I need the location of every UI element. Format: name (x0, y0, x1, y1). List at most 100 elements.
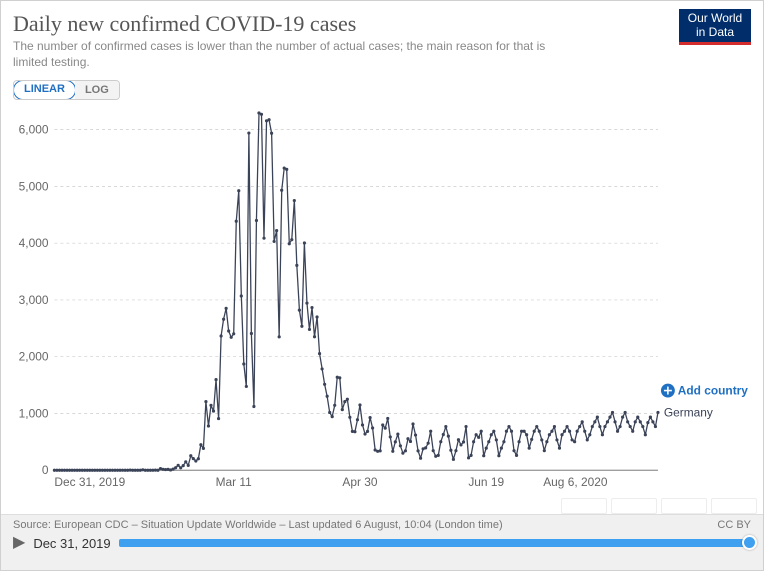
series-line-germany[interactable] (54, 113, 658, 470)
series-point (616, 430, 619, 433)
series-point (601, 433, 604, 436)
series-point (558, 447, 561, 450)
series-point (255, 219, 258, 222)
series-point (247, 131, 250, 134)
series-point (437, 454, 440, 457)
series-point (651, 420, 654, 423)
series-point (447, 435, 450, 438)
series-point (646, 421, 649, 424)
series-label-germany[interactable]: Germany (664, 405, 713, 419)
series-point (631, 430, 634, 433)
series-point (470, 454, 473, 457)
series-point (386, 417, 389, 420)
series-point (507, 425, 510, 428)
series-point (515, 454, 518, 457)
series-point (510, 430, 513, 433)
y-tick-label: 4,000 (19, 236, 49, 250)
y-tick-label: 1,000 (19, 406, 49, 420)
series-point (381, 423, 384, 426)
series-point (593, 420, 596, 423)
add-country-label[interactable]: Add country (678, 384, 748, 398)
license-text[interactable]: CC BY (717, 519, 751, 531)
series-point (338, 376, 341, 379)
y-tick-label: 3,000 (19, 293, 49, 307)
series-point (245, 385, 248, 388)
series-point (411, 422, 414, 425)
series-point (293, 199, 296, 202)
play-icon[interactable]: ▶ (13, 535, 25, 551)
series-point (273, 240, 276, 243)
series-point (429, 430, 432, 433)
series-point (396, 432, 399, 435)
series-point (222, 318, 225, 321)
series-point (399, 444, 402, 447)
series-point (348, 416, 351, 419)
timeline-handle[interactable] (742, 535, 757, 550)
chart-footer: Source: European CDC – Situation Update … (1, 514, 763, 570)
series-point (540, 438, 543, 441)
series-point (490, 433, 493, 436)
series-point (624, 411, 627, 414)
series-point (535, 425, 538, 428)
series-point (634, 420, 637, 423)
series-point (512, 449, 515, 452)
series-point (409, 440, 412, 443)
series-point (565, 425, 568, 428)
y-tick-label: 0 (42, 463, 49, 477)
series-point (459, 443, 462, 446)
timeline-start-date: Dec 31, 2019 (33, 536, 110, 551)
series-point (591, 425, 594, 428)
chart-title: Daily new confirmed COVID-19 cases (13, 11, 751, 37)
series-point (495, 438, 498, 441)
series-point (321, 367, 324, 370)
series-point (278, 335, 281, 338)
y-tick-label: 6,000 (19, 123, 49, 137)
series-point (578, 425, 581, 428)
series-point (318, 352, 321, 355)
series-point (237, 189, 240, 192)
add-country-button[interactable]: Add country (661, 384, 748, 398)
faint-tab-shadow (561, 498, 757, 514)
series-point (464, 425, 467, 428)
chart-svg: 01,0002,0003,0004,0005,0006,000Dec 31, 2… (1, 97, 763, 504)
series-point (212, 410, 215, 413)
series-point (401, 452, 404, 455)
series-point (252, 405, 255, 408)
series-point (550, 430, 553, 433)
series-point (184, 460, 187, 463)
series-point (194, 459, 197, 462)
series-point (363, 432, 366, 435)
series-point (454, 449, 457, 452)
series-point (654, 425, 657, 428)
series-point (485, 447, 488, 450)
series-point (505, 430, 508, 433)
owid-logo[interactable]: Our World in Data (679, 9, 751, 45)
series-point (626, 420, 629, 423)
series-point (548, 433, 551, 436)
series-point (361, 423, 364, 426)
series-point (560, 433, 563, 436)
series-point (462, 440, 465, 443)
series-point (225, 307, 228, 310)
series-point (482, 454, 485, 457)
series-point (500, 447, 503, 450)
series-point (232, 332, 235, 335)
x-tick-label: Mar 11 (216, 475, 253, 489)
series-point (285, 168, 288, 171)
series-point (639, 420, 642, 423)
series-point (394, 440, 397, 443)
series-point (611, 411, 614, 414)
series-point (235, 220, 238, 223)
series-point (588, 433, 591, 436)
series-point (280, 189, 283, 192)
series-point (242, 362, 245, 365)
series-point (641, 425, 644, 428)
series-point (308, 328, 311, 331)
x-tick-label: Apr 30 (342, 475, 377, 489)
series-point (576, 430, 579, 433)
timeline-slider[interactable] (119, 539, 751, 547)
series-point (432, 449, 435, 452)
series-point (207, 424, 210, 427)
series-point (414, 433, 417, 436)
series-point (358, 403, 361, 406)
